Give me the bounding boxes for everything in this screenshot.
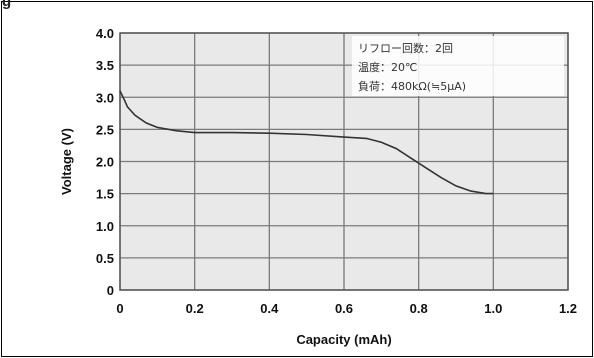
y-tick-label: 4.0	[96, 26, 114, 41]
x-axis-label: Capacity (mAh)	[296, 332, 391, 347]
y-tick-label: 2.0	[96, 155, 114, 170]
y-tick-label: 3.0	[96, 90, 114, 105]
x-tick-label: 0.2	[186, 301, 204, 316]
x-tick-label: 0.6	[335, 301, 353, 316]
annotation-line: リフロー回数：2回	[358, 42, 453, 55]
y-tick-label: 1.5	[96, 187, 114, 202]
x-tick-label: 1.2	[559, 301, 577, 316]
chart-title-fragment: g	[2, 0, 12, 10]
y-tick-label: 0	[107, 283, 114, 298]
x-tick-label: 0	[116, 301, 123, 316]
y-tick-label: 2.5	[96, 122, 114, 137]
x-tick-label: 1.0	[484, 301, 502, 316]
annotation-line: 負荷：480kΩ(≒5μA)	[358, 80, 466, 93]
y-tick-label: 0.5	[96, 251, 114, 266]
y-tick-label: 1.0	[96, 219, 114, 234]
x-tick-label: 0.8	[410, 301, 428, 316]
x-axis-ticks: 0 0.2 0.4 0.6 0.8 1.0 1.2	[116, 301, 577, 316]
y-axis-label: Voltage (V)	[59, 128, 74, 195]
y-tick-label: 3.5	[96, 58, 114, 73]
x-tick-label: 0.4	[260, 301, 279, 316]
series-line	[119, 90, 494, 195]
annotation-line: 温度：20℃	[358, 60, 417, 74]
y-axis-ticks: 0 0.5 1.0 1.5 2.0 2.5 3.0 3.5 4.0	[96, 26, 114, 298]
annotation-box	[352, 36, 564, 96]
